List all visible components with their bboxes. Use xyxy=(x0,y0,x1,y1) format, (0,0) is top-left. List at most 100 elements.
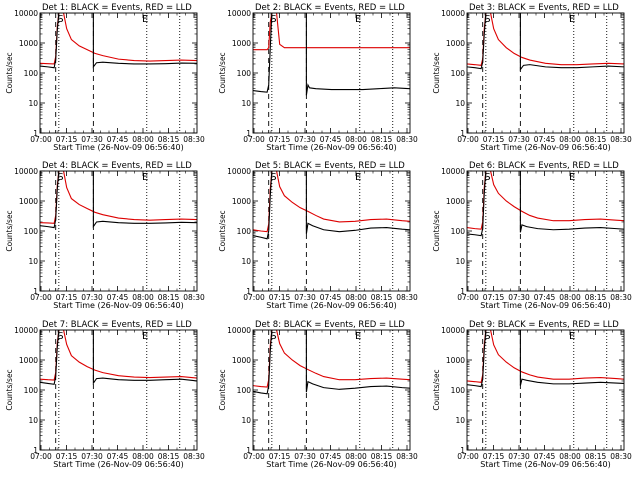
x-tick-label: 08:00 xyxy=(345,452,367,461)
x-axis: 07:00 07:15 07:30 07:45 08:00 08:15 08:30 xyxy=(243,330,418,461)
y-tick-label: 10 xyxy=(28,99,38,108)
events-series-line xyxy=(253,171,410,240)
detector-panel-9: Det 9: BLACK = Events, RED = LLD 1 10 100 10… xyxy=(432,320,632,469)
events-series-line xyxy=(40,171,197,229)
plot-frame xyxy=(466,329,625,451)
y-tick-label: 100 xyxy=(24,227,39,236)
lld-series-line xyxy=(253,13,410,51)
x-tick-label: 07:45 xyxy=(320,452,342,461)
x-tick-label: 07:00 xyxy=(457,293,479,302)
y-tick-label: 100 xyxy=(24,386,39,395)
x-tick-label: 08:00 xyxy=(559,293,581,302)
events-series-line xyxy=(40,330,197,385)
x-tick-label: 08:30 xyxy=(610,135,632,144)
y-tick-label: 1 xyxy=(33,129,38,138)
x-axis-label: Start Time (26-Nov-09 06:56:40) xyxy=(53,460,183,469)
x-tick-label: 08:15 xyxy=(371,452,393,461)
y-axis: 1 10 100 1000 10000 xyxy=(14,167,197,296)
y-axis: 1 10 100 1000 10000 xyxy=(14,9,197,138)
plot-frame xyxy=(252,329,411,451)
y-axis: 1 10 100 1000 10000 xyxy=(441,9,624,138)
y-tick-label: 100 xyxy=(24,69,39,78)
y-tick-label: 1 xyxy=(33,446,38,455)
x-tick-label: 07:15 xyxy=(269,293,291,302)
y-axis-label: Counts/sec xyxy=(5,369,14,410)
x-tick-label: 08:00 xyxy=(132,293,154,302)
x-tick-label: 08:15 xyxy=(371,135,393,144)
x-tick-label: 08:15 xyxy=(585,293,607,302)
x-tick-label: 08:00 xyxy=(132,135,154,144)
start-marker-label: S xyxy=(270,172,276,183)
end-marker-label: E xyxy=(355,331,361,342)
x-axis: 07:00 07:15 07:30 07:45 08:00 08:15 08:30 xyxy=(243,13,418,144)
x-tick-label: 07:30 xyxy=(81,135,103,144)
y-tick-label: 10 xyxy=(455,99,465,108)
y-tick-label: 10 xyxy=(241,99,251,108)
x-tick-label: 07:30 xyxy=(508,293,530,302)
y-tick-label: 1000 xyxy=(232,39,251,48)
y-axis-label: Counts/sec xyxy=(5,52,14,93)
end-marker-label: E xyxy=(142,172,148,183)
y-tick-label: 1 xyxy=(246,129,251,138)
x-tick-label: 07:45 xyxy=(107,293,129,302)
x-tick-label: 07:45 xyxy=(107,452,129,461)
y-tick-label: 10000 xyxy=(14,9,38,18)
x-tick-label: 08:30 xyxy=(396,293,418,302)
x-tick-label: 08:30 xyxy=(183,135,205,144)
y-axis-label: Counts/sec xyxy=(432,369,441,410)
end-marker-label: E xyxy=(569,331,575,342)
x-tick-label: 07:45 xyxy=(320,293,342,302)
x-axis-label: Start Time (26-Nov-09 06:56:40) xyxy=(480,143,610,152)
x-tick-label: 07:30 xyxy=(81,452,103,461)
detector-panel-1: Det 1: BLACK = Events, RED = LLD 1 10 100 10… xyxy=(5,3,205,152)
plot-frame xyxy=(39,329,198,451)
x-tick-label: 08:30 xyxy=(610,452,632,461)
start-marker-label: S xyxy=(484,172,490,183)
end-marker-label: E xyxy=(355,172,361,183)
y-axis: 1 10 100 1000 10000 xyxy=(227,326,410,455)
y-tick-label: 10 xyxy=(455,416,465,425)
y-tick-label: 1000 xyxy=(232,197,251,206)
x-tick-label: 07:45 xyxy=(320,135,342,144)
start-marker-label: S xyxy=(270,14,276,25)
y-tick-label: 100 xyxy=(237,386,252,395)
start-marker-label: S xyxy=(57,14,63,25)
plot-frame xyxy=(252,12,411,134)
start-marker-label: S xyxy=(270,331,276,342)
panel-title: Det 1: BLACK = Events, RED = LLD xyxy=(42,3,192,13)
x-tick-label: 07:15 xyxy=(483,452,505,461)
x-axis: 07:00 07:15 07:30 07:45 08:00 08:15 08:30 xyxy=(30,330,205,461)
detector-panel-3: Det 3: BLACK = Events, RED = LLD 1 10 100 10… xyxy=(432,3,632,152)
events-series-line xyxy=(253,13,410,96)
plot-frame xyxy=(466,12,625,134)
x-tick-label: 07:00 xyxy=(243,452,265,461)
y-axis-label: Counts/sec xyxy=(218,369,227,410)
panel-title: Det 9: BLACK = Events, RED = LLD xyxy=(469,320,619,330)
y-tick-label: 1 xyxy=(460,129,465,138)
plot-frame xyxy=(252,170,411,292)
x-tick-label: 07:15 xyxy=(269,452,291,461)
x-tick-label: 07:30 xyxy=(294,135,316,144)
x-tick-label: 07:15 xyxy=(56,135,78,144)
panel-title: Det 3: BLACK = Events, RED = LLD xyxy=(469,3,619,13)
x-tick-label: 08:00 xyxy=(559,452,581,461)
x-axis-label: Start Time (26-Nov-09 06:56:40) xyxy=(53,143,183,152)
y-tick-label: 1 xyxy=(246,287,251,296)
events-series-line xyxy=(467,171,624,237)
y-tick-label: 10000 xyxy=(227,167,251,176)
x-tick-label: 08:30 xyxy=(183,452,205,461)
detector-panel-8: Det 8: BLACK = Events, RED = LLD 1 10 100 10… xyxy=(218,320,418,469)
y-tick-label: 1 xyxy=(33,287,38,296)
y-tick-label: 1000 xyxy=(446,39,465,48)
x-tick-label: 07:45 xyxy=(534,293,556,302)
end-marker-label: E xyxy=(569,172,575,183)
y-tick-label: 100 xyxy=(237,69,252,78)
x-axis: 07:00 07:15 07:30 07:45 08:00 08:15 08:30 xyxy=(30,171,205,302)
detector-panel-7: Det 7: BLACK = Events, RED = LLD 1 10 100 10… xyxy=(5,320,205,469)
y-tick-label: 10000 xyxy=(14,167,38,176)
y-tick-label: 1000 xyxy=(446,356,465,365)
x-tick-label: 07:30 xyxy=(508,452,530,461)
detector-panel-5: Det 5: BLACK = Events, RED = LLD 1 10 100 10… xyxy=(218,161,418,310)
events-series-line xyxy=(467,330,624,388)
y-tick-label: 1000 xyxy=(446,197,465,206)
